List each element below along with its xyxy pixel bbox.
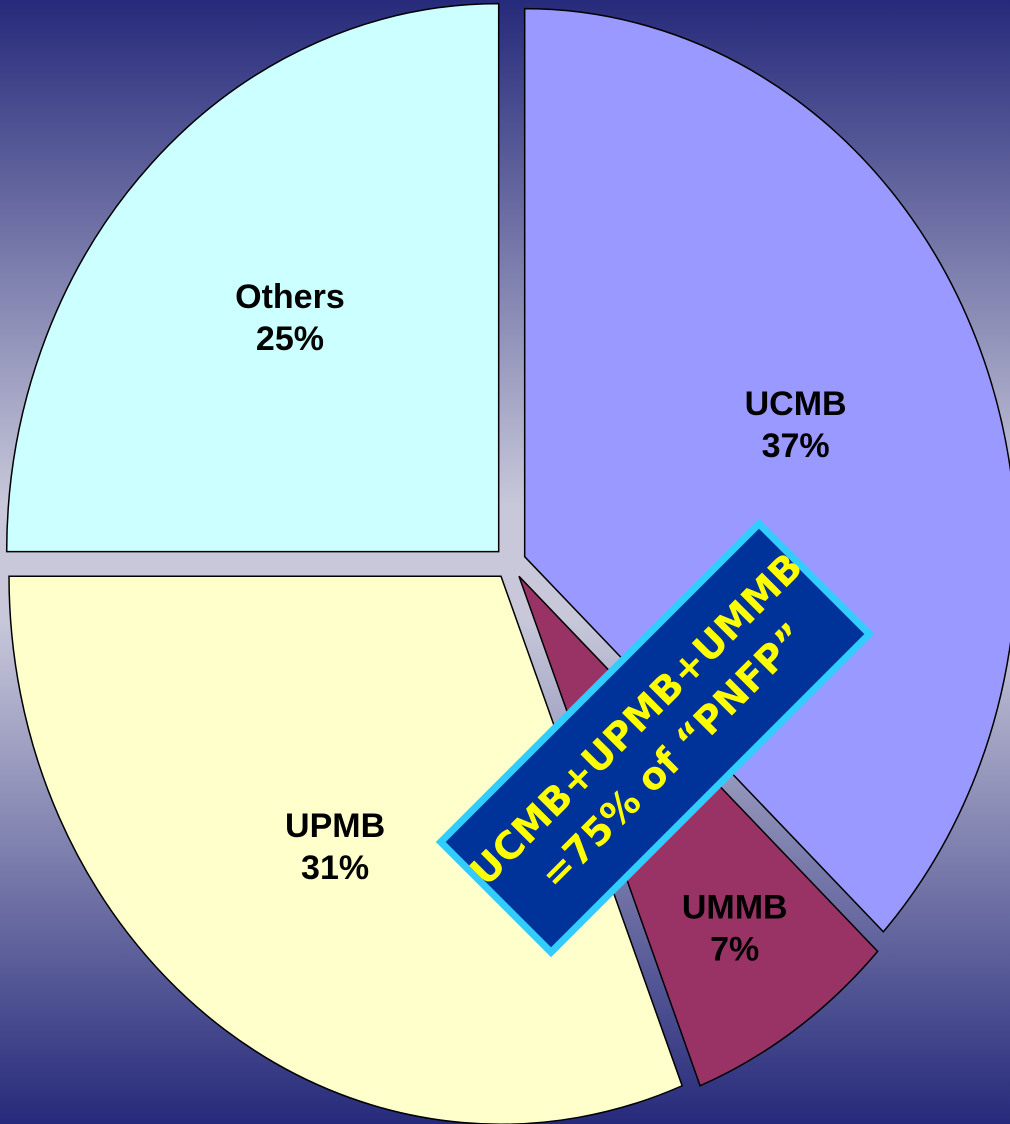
slice-label: UCMB bbox=[745, 385, 847, 423]
slice-value-label: 7% bbox=[710, 931, 759, 969]
slice-value-label: 25% bbox=[256, 320, 324, 358]
annotation-rect bbox=[435, 518, 875, 958]
slice bbox=[5, 2, 500, 553]
slice-label: Others bbox=[235, 278, 345, 316]
slice bbox=[8, 575, 684, 1124]
slice bbox=[523, 7, 1010, 933]
slice-value-label: 31% bbox=[301, 849, 369, 887]
pie bbox=[5, 2, 1010, 1124]
slice-label: UPMB bbox=[285, 807, 385, 845]
slice-label: UMMB bbox=[682, 889, 788, 927]
labels: UCMB 37% UMMB 7% UPMB 31% Others 25% bbox=[235, 278, 846, 969]
slice-value-label: 37% bbox=[762, 427, 830, 465]
